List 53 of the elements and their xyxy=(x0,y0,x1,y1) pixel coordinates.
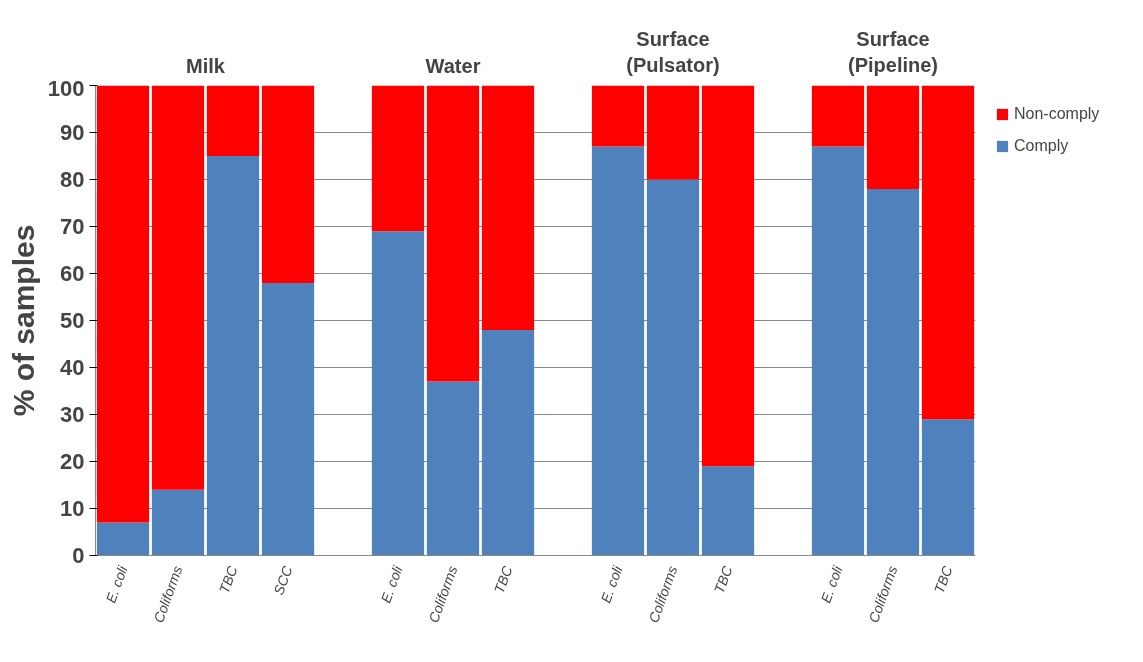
bar xyxy=(206,85,260,156)
bar xyxy=(261,85,315,283)
bar xyxy=(921,419,975,556)
bar xyxy=(591,85,645,147)
x-tick-label: TBC xyxy=(490,562,516,596)
y-tick-label: 30 xyxy=(60,402,85,427)
bar xyxy=(151,489,205,556)
bar xyxy=(426,85,480,382)
bar xyxy=(701,85,755,467)
legend-label: Non-comply xyxy=(1014,105,1100,123)
x-tick-label: E. coli xyxy=(377,562,406,606)
y-tick-label: 80 xyxy=(60,167,85,192)
bar xyxy=(481,329,535,556)
y-tick-label: 0 xyxy=(72,543,85,568)
bar xyxy=(811,85,865,147)
text: Surface (Pipeline) xyxy=(848,28,939,77)
x-tick-label: E. coli xyxy=(597,562,626,606)
bar xyxy=(701,466,755,556)
x-tick-label: E. coli xyxy=(102,562,131,606)
bar xyxy=(646,179,700,556)
text: Milk xyxy=(186,54,226,77)
bar xyxy=(481,85,535,330)
text: Water xyxy=(425,54,481,77)
x-tick-label: TBC xyxy=(710,562,736,596)
bar xyxy=(371,231,425,556)
y-tick-label: 90 xyxy=(60,120,85,145)
y-tick-label: 100 xyxy=(47,75,85,101)
x-tick-label: E. coli xyxy=(817,562,846,606)
bar xyxy=(371,85,425,232)
x-tick-label: SCC xyxy=(270,562,296,598)
bar xyxy=(866,188,920,556)
bar xyxy=(866,85,920,189)
y-tick-label: 10 xyxy=(60,496,85,521)
bar xyxy=(206,156,260,556)
y-tick-label: 50 xyxy=(60,308,85,333)
y-tick-label: 70 xyxy=(60,214,85,239)
y-tick-label: 20 xyxy=(60,449,85,474)
bar xyxy=(811,146,865,556)
bar xyxy=(151,85,205,490)
y-axis-title: % of samples xyxy=(6,224,40,417)
bar xyxy=(591,146,645,556)
bar xyxy=(261,282,315,556)
x-tick-label: TBC xyxy=(215,562,241,596)
y-tick-label: 60 xyxy=(60,261,85,286)
bar xyxy=(96,522,150,556)
text: Surface (Pulsator) xyxy=(626,28,720,77)
bar xyxy=(96,85,150,523)
y-tick-label: 40 xyxy=(60,355,85,380)
legend-label: Comply xyxy=(1014,137,1069,155)
bar xyxy=(646,85,700,180)
bar xyxy=(921,85,975,420)
x-tick-label: TBC xyxy=(930,562,956,596)
bar xyxy=(426,381,480,556)
